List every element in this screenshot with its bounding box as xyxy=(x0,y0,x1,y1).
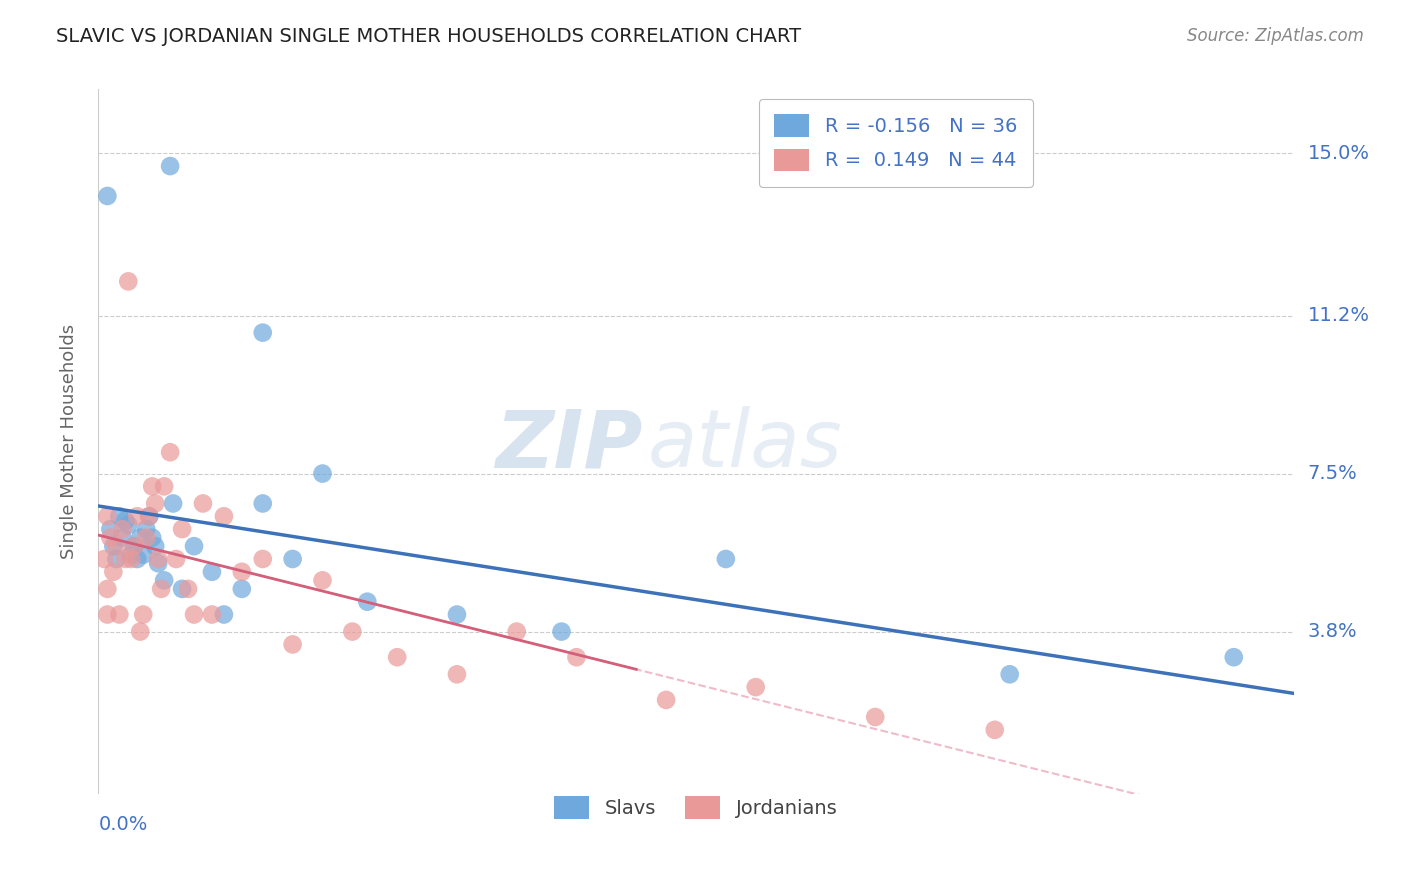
Point xyxy=(385,650,409,665)
Y-axis label: Single Mother Households: Single Mother Households xyxy=(59,324,77,559)
Text: 7.5%: 7.5% xyxy=(1308,464,1357,483)
Point xyxy=(446,667,468,681)
Point xyxy=(655,693,678,707)
Point xyxy=(96,582,118,596)
Point xyxy=(132,548,155,562)
Text: Source: ZipAtlas.com: Source: ZipAtlas.com xyxy=(1187,27,1364,45)
Point xyxy=(135,531,157,545)
Point xyxy=(281,637,304,651)
Point xyxy=(865,710,887,724)
Point xyxy=(172,522,194,536)
Point xyxy=(446,607,468,622)
Point xyxy=(998,667,1021,681)
Point xyxy=(183,607,205,622)
Point xyxy=(135,522,157,536)
Point xyxy=(103,565,125,579)
Text: SLAVIC VS JORDANIAN SINGLE MOTHER HOUSEHOLDS CORRELATION CHART: SLAVIC VS JORDANIAN SINGLE MOTHER HOUSEH… xyxy=(56,27,801,45)
Text: 0.0%: 0.0% xyxy=(98,815,148,834)
Point xyxy=(141,531,163,545)
Point xyxy=(165,552,187,566)
Point xyxy=(565,650,588,665)
Point xyxy=(252,552,274,566)
Point xyxy=(148,552,170,566)
Point xyxy=(105,552,128,566)
Point xyxy=(117,274,139,288)
Point xyxy=(984,723,1007,737)
Point xyxy=(141,479,163,493)
Point xyxy=(111,522,134,536)
Point xyxy=(117,517,139,532)
Point xyxy=(231,565,253,579)
Legend: Slavs, Jordanians: Slavs, Jordanians xyxy=(547,789,845,827)
Point xyxy=(342,624,364,639)
Point xyxy=(132,607,155,622)
Point xyxy=(98,531,122,545)
Point xyxy=(745,680,768,694)
Point xyxy=(183,539,205,553)
Point xyxy=(252,326,274,340)
Point xyxy=(138,509,160,524)
Point xyxy=(103,539,125,553)
Point xyxy=(150,582,173,596)
Point xyxy=(231,582,253,596)
Point xyxy=(201,565,224,579)
Point xyxy=(96,189,118,203)
Point xyxy=(127,509,149,524)
Point xyxy=(143,496,166,510)
Point xyxy=(129,624,152,639)
Point xyxy=(153,574,176,588)
Text: 11.2%: 11.2% xyxy=(1308,306,1369,325)
Point xyxy=(108,509,131,524)
Point xyxy=(177,582,200,596)
Point xyxy=(281,552,304,566)
Point xyxy=(311,467,333,481)
Point xyxy=(191,496,214,510)
Point xyxy=(159,445,181,459)
Point xyxy=(93,552,115,566)
Point xyxy=(120,552,142,566)
Point xyxy=(550,624,572,639)
Point xyxy=(714,552,737,566)
Point xyxy=(105,539,128,553)
Point xyxy=(212,509,235,524)
Point xyxy=(114,514,136,528)
Point xyxy=(120,548,142,562)
Point xyxy=(98,522,122,536)
Point xyxy=(148,556,170,570)
Point xyxy=(356,595,378,609)
Point xyxy=(153,479,176,493)
Point xyxy=(124,539,146,553)
Point xyxy=(111,531,134,545)
Point xyxy=(96,509,118,524)
Text: 3.8%: 3.8% xyxy=(1308,622,1357,641)
Point xyxy=(212,607,235,622)
Point xyxy=(124,539,146,553)
Text: atlas: atlas xyxy=(648,406,844,484)
Point xyxy=(201,607,224,622)
Point xyxy=(108,607,131,622)
Point xyxy=(96,607,118,622)
Point xyxy=(143,539,166,553)
Text: 15.0%: 15.0% xyxy=(1308,144,1369,162)
Point xyxy=(127,552,149,566)
Point xyxy=(138,509,160,524)
Point xyxy=(311,574,333,588)
Point xyxy=(252,496,274,510)
Point xyxy=(1223,650,1246,665)
Point xyxy=(129,531,152,545)
Point xyxy=(506,624,529,639)
Point xyxy=(159,159,181,173)
Point xyxy=(162,496,184,510)
Text: ZIP: ZIP xyxy=(495,406,643,484)
Point xyxy=(172,582,194,596)
Point xyxy=(114,552,136,566)
